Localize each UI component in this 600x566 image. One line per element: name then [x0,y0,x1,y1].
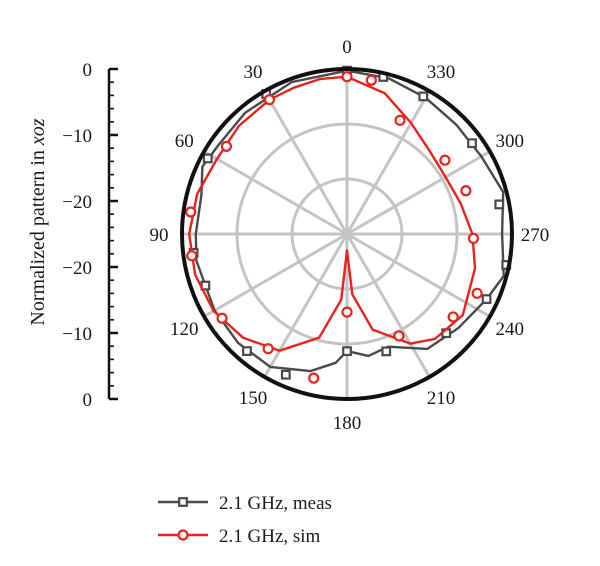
series-2-marker [393,330,405,342]
y-axis-label-main: Normalized pattern in [27,145,49,326]
grid-spoke-30 [263,90,349,235]
radial-tick-label: 0 [83,390,93,411]
grid-spoke-210 [345,233,431,378]
grid-spoke-60 [203,150,348,236]
series-2-marker [341,71,353,83]
series-1-marker [418,91,429,102]
series-1-marker [242,346,252,357]
angle-label: 60 [175,131,194,152]
legend-marker-circle [177,529,189,541]
grid-spoke-240 [346,232,491,318]
legend-label-2: 2.1 GHz, sim [219,526,321,547]
series-1-marker [381,346,392,357]
series-1-marker [481,294,492,304]
angle-label: 30 [244,62,263,83]
angle-label: 270 [521,225,550,246]
angle-label: 150 [239,388,268,409]
angle-label: 330 [427,62,456,83]
series-1-marker [280,369,291,380]
polar-outer-circle [180,67,514,401]
series-1-marker [202,153,213,164]
series-2-marker [263,94,276,106]
angle-label: 240 [496,319,525,340]
polar-grid [182,69,512,399]
series-2-marker [308,372,320,384]
series-2-marker [447,311,459,323]
radial-axis: 0 −10 −20 −20 −10 0 Normalized pattern in xoz [27,60,118,411]
series-2-marker [220,140,233,152]
radial-tick-label: −10 [62,126,92,147]
legend-label-1: 2.1 GHz, meas [219,493,332,514]
radial-tick-label: 0 [83,60,93,81]
angle-label: 120 [170,319,199,340]
series-2-marker [341,306,353,318]
grid-spoke-120 [203,232,348,318]
series-2-marker [185,206,197,218]
series-layer [185,65,512,384]
angle-label: 180 [333,413,362,434]
legend-marker-square [178,497,188,507]
series-2-marker [216,312,228,324]
grid-spoke-150 [263,233,349,378]
grid-spoke-300 [346,150,491,236]
series-1-marker [467,138,477,149]
grid-spoke-330 [345,90,431,235]
y-axis-label: Normalized pattern in xoz [27,118,49,325]
angle-label: 210 [427,388,456,409]
series-2-marker [471,287,483,299]
series-2-marker [365,74,377,86]
y-axis-label-italic: xoz [27,118,49,146]
angle-label: 0 [342,37,352,58]
angle-label: 90 [150,225,169,246]
series-line-1 [194,69,505,373]
radial-tick-label: −20 [62,258,92,279]
radial-tick-label: −20 [62,192,92,213]
series-2-marker [439,154,451,166]
angle-labels: 0 30 60 90 120 150 180 210 240 270 300 330 [150,37,550,434]
series-1-marker [494,199,505,210]
series-2-marker [186,250,198,262]
angle-label: 300 [496,131,525,152]
series-2-marker [467,232,480,245]
radial-tick-label: −10 [62,324,92,345]
legend: 2.1 GHz, meas 2.1 GHz, sim [158,493,332,547]
outer-circle-layer [180,67,514,401]
series-1-marker [342,346,352,357]
series-2-marker [394,114,406,126]
series-2-marker [460,185,472,197]
series-2-marker [262,343,274,355]
